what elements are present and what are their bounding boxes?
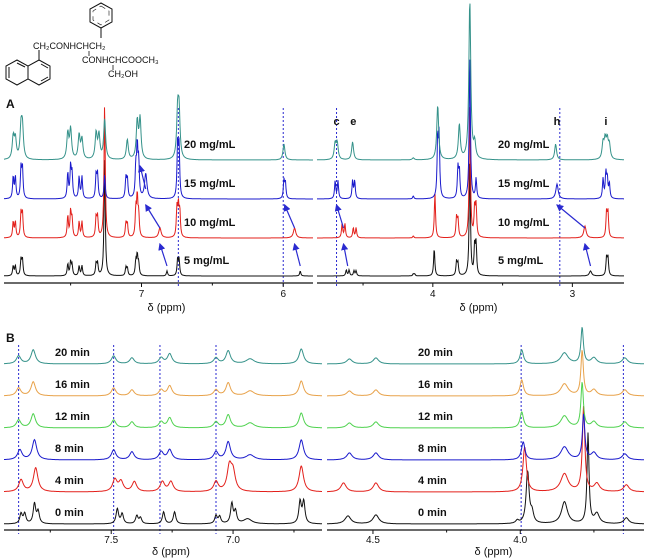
formula-line-1: CH₂CONHCHCH₂	[33, 41, 106, 51]
shift-arrow	[145, 203, 161, 229]
spectrum-5-mg-ml	[317, 163, 624, 277]
spectrum-label: 12 min	[55, 411, 90, 423]
spectrum-12-min	[4, 412, 322, 429]
spectrum-label: 5 mg/mL	[184, 255, 230, 267]
spectrum-label: 10 mg/mL	[184, 217, 236, 229]
spectrum-0-min	[327, 432, 644, 525]
spectrum-label: 16 min	[418, 379, 453, 391]
spectrum-10-mg-ml	[317, 107, 624, 239]
shift-arrow	[334, 203, 345, 229]
formula-line-3: CH₂OH	[108, 69, 138, 79]
x-tick-label: 6	[280, 289, 286, 300]
spectrum-label: 15 mg/mL	[184, 178, 236, 190]
x-axis-title: δ (ppm)	[152, 546, 190, 558]
spectrum-20-mg-ml	[316, 3, 624, 161]
molecule-structure: CH₂CONHCHCH₂ CONHCHCOOCH₃ CH₂OH	[5, 2, 159, 86]
x-axis-title: δ (ppm)	[475, 546, 513, 558]
x-tick-label: 4.5	[366, 535, 380, 546]
spectrum-8-min	[327, 413, 644, 461]
spectrum-12-min	[327, 382, 644, 429]
spectrum-10-mg-ml	[4, 107, 313, 239]
peak-label: i	[604, 116, 607, 128]
shift-arrow	[556, 204, 586, 229]
shift-arrow	[138, 164, 147, 190]
spectrum-label: 4 min	[418, 475, 447, 487]
panel-a-label: A	[6, 97, 15, 111]
naphthalene-ring-icon	[5, 50, 51, 86]
shift-arrow	[283, 203, 296, 229]
formula-line-2: CONHCHCOOCH₃	[82, 55, 159, 65]
peak-label: h	[554, 116, 561, 128]
spectrum-label: 5 mg/mL	[498, 255, 544, 267]
panel-b-plot: 0 min 4 min 8 min 12 min 16 min 20 min 7.5 7.0 δ…	[4, 327, 644, 558]
spectrum-label: 16 min	[55, 379, 90, 391]
x-tick-label: 4	[430, 289, 436, 300]
spectrum-15-mg-ml	[3, 137, 313, 200]
panel-a-plot: 5 mg/mL 10 mg/mL 15 mg/mL 20 mg/mL 7 6 δ (ppm)…	[3, 3, 624, 314]
panel-b-label: B	[6, 331, 15, 345]
peak-label: e	[350, 116, 356, 128]
x-tick-label: 7.5	[104, 535, 118, 546]
shift-arrow	[582, 242, 592, 267]
x-tick-label: 4.0	[513, 535, 527, 546]
spectrum-label: 0 min	[418, 507, 447, 519]
spectrum-16-min	[327, 350, 644, 397]
shift-arrow	[292, 242, 301, 267]
spectrum-label: 8 min	[55, 443, 84, 455]
spectrum-label: 15 mg/mL	[498, 178, 550, 190]
spectrum-label: 20 min	[418, 347, 453, 359]
spectrum-label: 10 mg/mL	[498, 217, 550, 229]
spectrum-label: 20 min	[55, 347, 90, 359]
x-tick-label: 3	[570, 289, 576, 300]
x-axis-title: δ (ppm)	[460, 302, 498, 314]
spectrum-20-mg-ml	[3, 94, 313, 161]
benzene-inner-ring-icon	[92, 5, 110, 26]
spectrum-0-min	[4, 497, 322, 525]
spectrum-4-min	[327, 405, 644, 493]
spectrum-8-min	[4, 438, 322, 461]
spectrum-4-min	[4, 460, 322, 493]
spectrum-label: 4 min	[55, 475, 84, 487]
x-tick-label: 7	[139, 289, 145, 300]
spectrum-16-min	[4, 380, 322, 397]
spectrum-label: 8 min	[418, 443, 447, 455]
spectrum-15-mg-ml	[317, 59, 624, 200]
x-tick-label: 7.0	[226, 535, 240, 546]
spectrum-5-mg-ml	[4, 160, 313, 277]
spectrum-label: 20 mg/mL	[498, 139, 550, 151]
shift-arrow	[341, 242, 349, 267]
spectrum-label: 20 mg/mL	[184, 139, 236, 151]
peak-label: c	[333, 116, 339, 128]
spectrum-20-min	[327, 327, 644, 365]
spectrum-label: 0 min	[55, 507, 84, 519]
shift-arrow	[158, 242, 168, 267]
x-axis-title: δ (ppm)	[148, 302, 186, 314]
spectrum-label: 12 min	[418, 411, 453, 423]
spectrum-20-min	[4, 348, 322, 365]
